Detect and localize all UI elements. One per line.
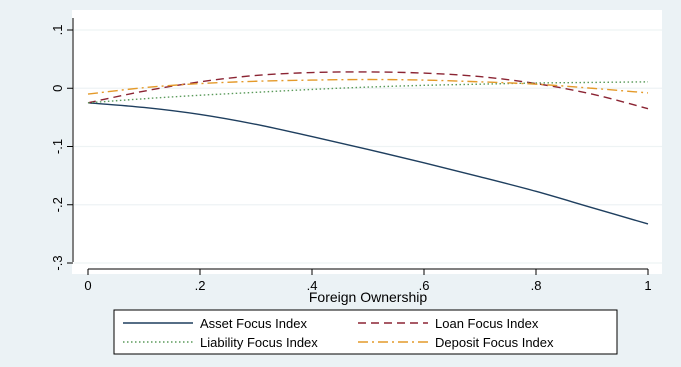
legend-label-1: Loan Focus Index: [435, 316, 539, 331]
legend-label-0: Asset Focus Index: [200, 316, 307, 331]
x-axis-label: Foreign Ownership: [309, 289, 427, 305]
y-tick-label: -.1: [50, 139, 65, 154]
series-line-0: [87, 102, 649, 225]
axes: [72, 18, 648, 270]
legend-label-3: Deposit Focus Index: [435, 335, 554, 350]
x-tick-label: .4: [307, 278, 318, 293]
legend: Asset Focus Index Loan Focus Index Liabili…: [123, 316, 554, 350]
legend-box: [113, 309, 618, 355]
x-tick-label: .8: [531, 278, 542, 293]
y-tick-label: -.2: [50, 197, 65, 212]
legend-label-2: Liability Focus Index: [200, 335, 318, 350]
y-axis-ticks: -.3 -.2 -.1 0 .1: [50, 25, 73, 271]
plot-panel: [72, 10, 662, 274]
series-line-3: [87, 78, 649, 95]
series-line-1: [87, 71, 649, 110]
y-tick-label: .1: [50, 25, 65, 36]
y-tick-label: -.3: [50, 255, 65, 270]
x-axis-ticks: 0 .2 .4 .6 .8 1: [84, 269, 652, 293]
grid-lines: [74, 29, 662, 264]
x-tick-label: 0: [84, 278, 91, 293]
x-tick-label: .6: [419, 278, 430, 293]
x-tick-label: .2: [195, 278, 206, 293]
series-lines: [87, 71, 649, 225]
y-tick-label: 0: [50, 85, 65, 92]
series-line-2: [87, 81, 649, 104]
x-tick-label: 1: [644, 278, 651, 293]
